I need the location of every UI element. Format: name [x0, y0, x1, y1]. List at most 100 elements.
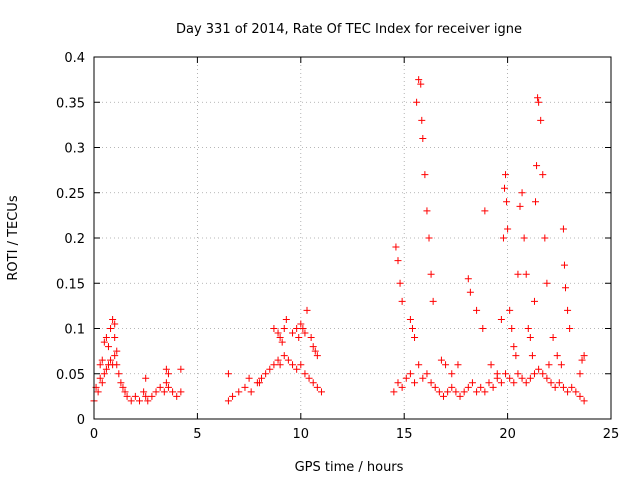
data-point — [100, 338, 108, 346]
data-point — [303, 306, 311, 314]
data-point — [307, 334, 315, 342]
data-point — [102, 365, 110, 373]
data-point — [562, 284, 570, 292]
y-tick-label: 0.05 — [56, 368, 85, 383]
data-point — [104, 343, 112, 351]
data-point — [394, 379, 402, 387]
data-point — [152, 388, 160, 396]
data-point — [148, 392, 156, 400]
data-point — [535, 365, 543, 373]
data-point — [245, 374, 253, 382]
data-point — [100, 370, 108, 378]
data-point — [280, 325, 288, 332]
data-point — [131, 392, 139, 400]
data-point — [96, 361, 104, 369]
data-point — [418, 116, 426, 124]
data-point — [580, 352, 588, 360]
data-point — [413, 98, 421, 106]
data-point — [452, 388, 460, 396]
data-point — [510, 343, 518, 351]
data-point — [516, 202, 524, 210]
data-point — [177, 388, 185, 396]
data-point — [437, 356, 445, 364]
data-point — [557, 361, 565, 369]
data-point — [274, 356, 282, 364]
data-point — [485, 379, 493, 387]
data-point — [460, 388, 468, 396]
data-point — [555, 379, 563, 387]
x-tick-label: 20 — [499, 427, 516, 442]
data-point — [503, 198, 511, 206]
x-tick-label: 5 — [193, 427, 201, 442]
data-point — [568, 383, 576, 391]
data-point — [545, 361, 553, 369]
data-point — [530, 370, 538, 378]
data-point — [423, 207, 431, 215]
data-point — [464, 275, 472, 283]
data-point — [514, 370, 522, 378]
data-point — [547, 379, 555, 387]
data-point — [107, 356, 115, 364]
data-point — [278, 338, 286, 346]
data-point — [454, 361, 462, 369]
data-point — [317, 388, 325, 396]
data-point — [520, 234, 528, 242]
data-point — [127, 397, 135, 405]
data-point — [270, 361, 278, 369]
data-point — [135, 397, 143, 405]
data-point — [576, 370, 584, 378]
data-point — [553, 352, 561, 360]
data-point — [572, 388, 580, 396]
data-point — [144, 397, 152, 405]
data-point — [419, 134, 427, 142]
data-point — [530, 297, 538, 305]
y-tick-label: 0.15 — [56, 277, 85, 292]
data-point — [421, 171, 429, 179]
data-point — [534, 94, 542, 102]
data-point — [169, 388, 177, 396]
data-point — [415, 361, 423, 369]
data-point — [293, 365, 301, 373]
data-point — [423, 370, 431, 378]
data-point — [489, 383, 497, 391]
data-point — [293, 325, 301, 332]
data-point — [559, 225, 567, 233]
data-point — [160, 388, 168, 396]
data-point — [398, 297, 406, 305]
data-point — [247, 388, 255, 396]
data-point — [518, 374, 526, 382]
data-point — [299, 325, 307, 332]
data-point — [313, 383, 321, 391]
data-point — [289, 361, 297, 369]
data-point — [142, 392, 150, 400]
x-axis-label: GPS time / hours — [295, 460, 404, 475]
data-point — [113, 361, 121, 369]
data-point — [229, 392, 237, 400]
data-point — [270, 325, 278, 332]
data-point — [560, 261, 568, 269]
data-point — [518, 189, 526, 197]
data-point — [411, 379, 419, 387]
data-point — [477, 383, 485, 391]
data-point — [156, 383, 164, 391]
data-point — [435, 388, 443, 396]
data-point — [580, 397, 588, 405]
data-point — [177, 365, 185, 373]
data-point — [493, 370, 501, 378]
data-point — [289, 329, 297, 337]
y-tick-label: 0 — [77, 413, 85, 428]
data-point — [164, 383, 172, 391]
data-point — [481, 207, 489, 215]
data-point — [539, 171, 547, 179]
data-point — [551, 383, 559, 391]
data-point — [533, 162, 541, 170]
data-point — [396, 279, 404, 287]
data-point — [140, 388, 148, 396]
data-point — [98, 356, 106, 364]
data-point — [442, 361, 450, 369]
data-point — [282, 315, 290, 323]
data-point — [411, 334, 419, 342]
data-point — [502, 370, 510, 378]
data-point — [398, 383, 406, 391]
data-point — [162, 379, 170, 387]
